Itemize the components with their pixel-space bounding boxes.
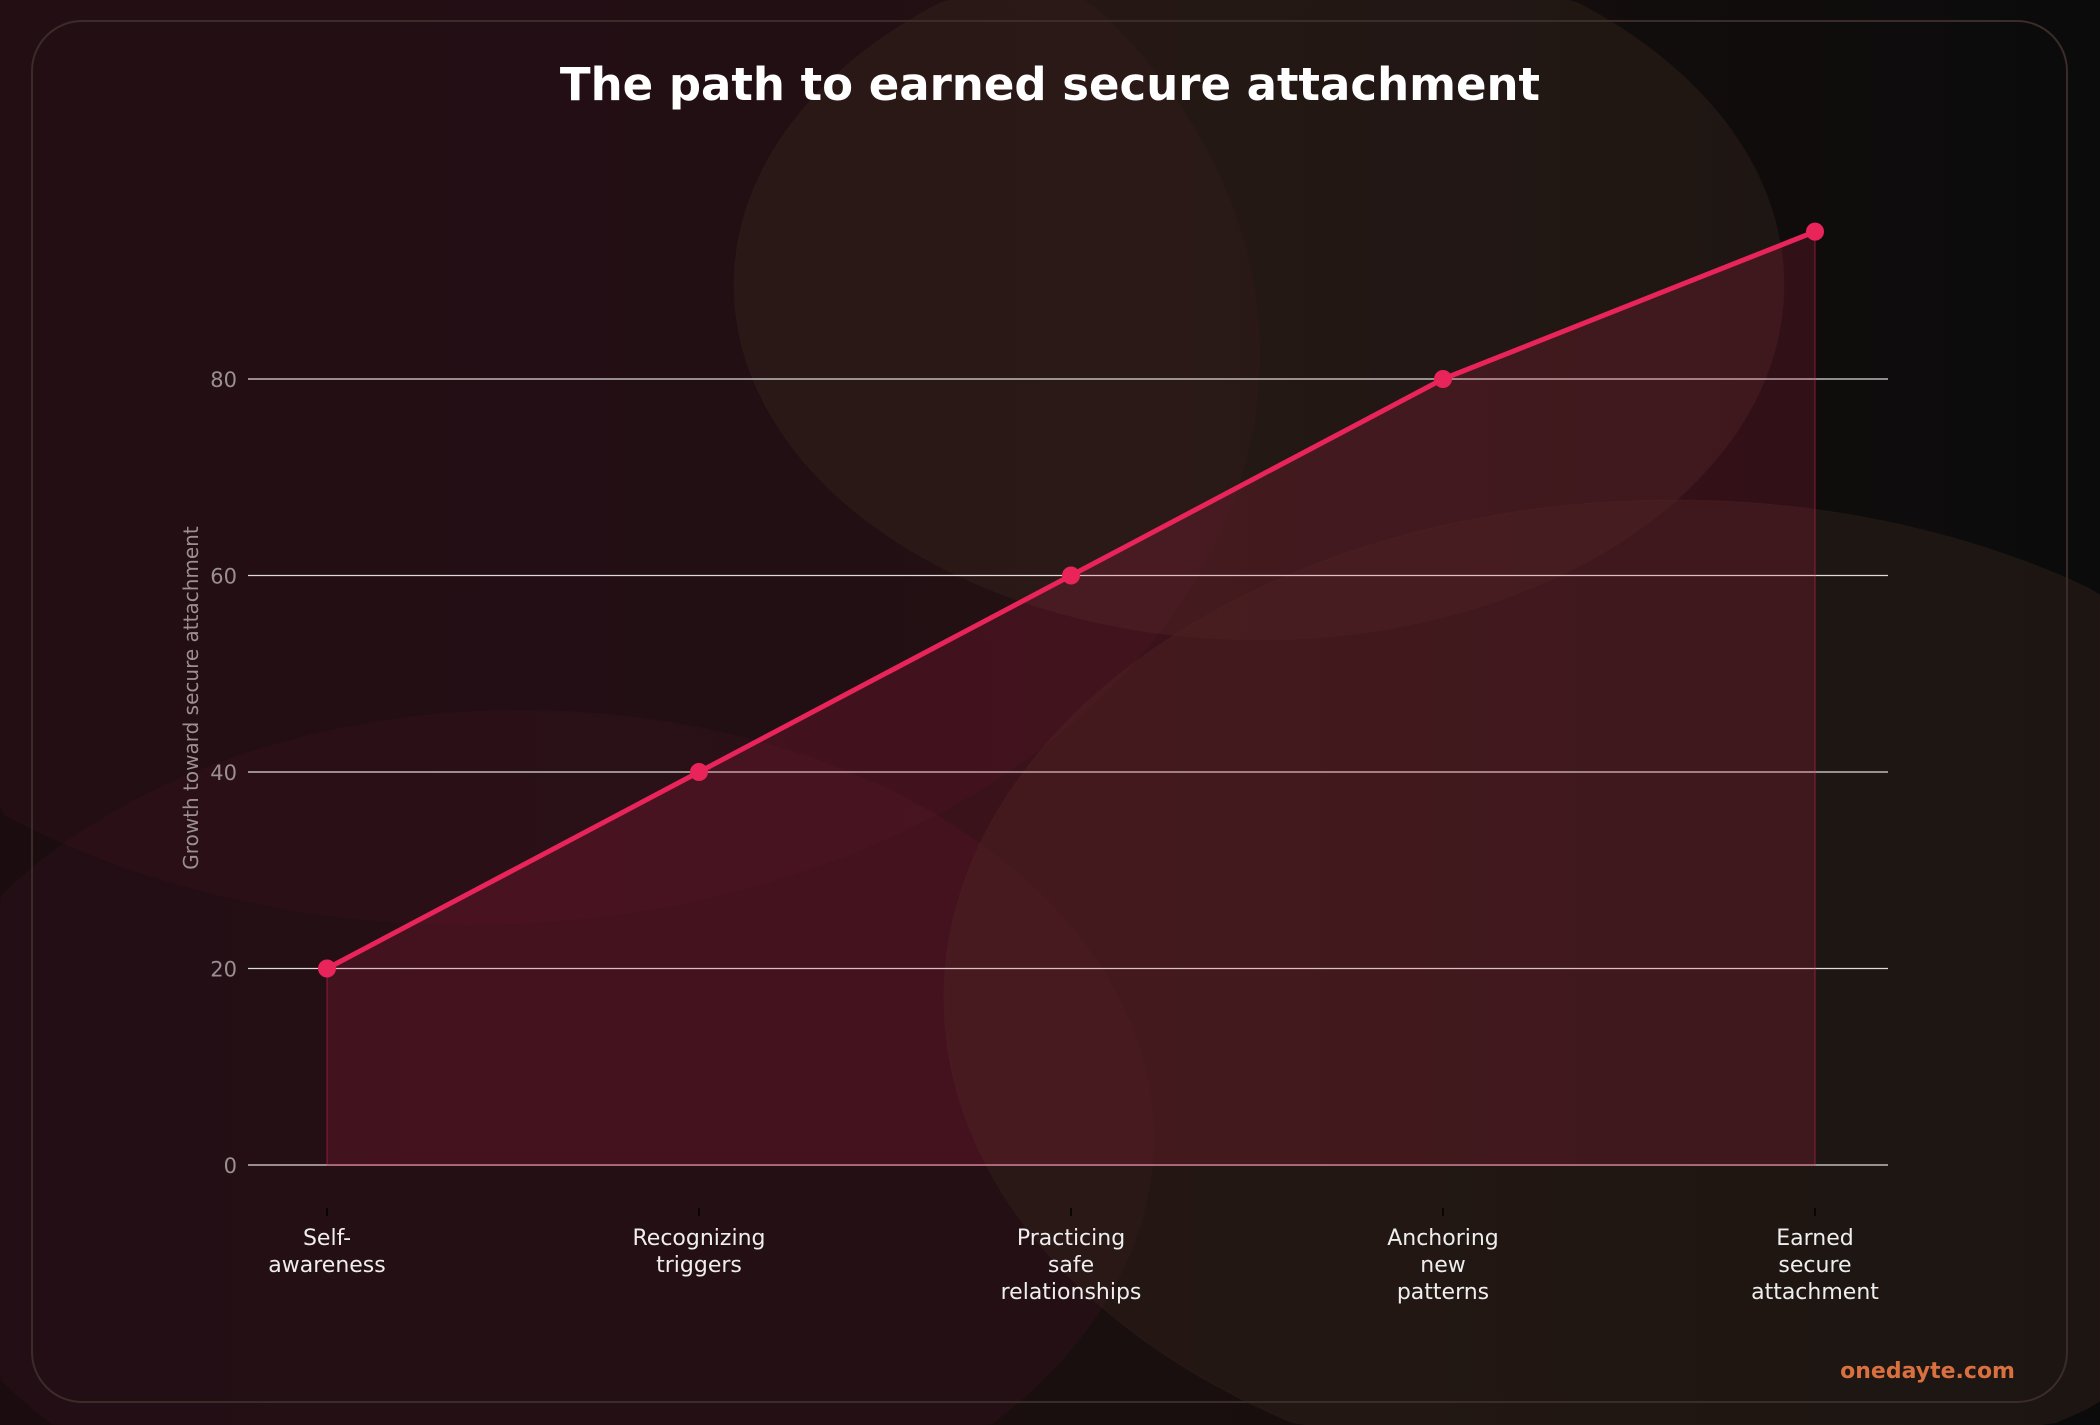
x-tick-label: Earned secure attachment <box>1751 1226 1879 1305</box>
y-tick-label: 60 <box>210 565 237 589</box>
data-point <box>1062 566 1080 585</box>
y-tick-label: 0 <box>224 1154 237 1178</box>
data-point <box>1434 370 1452 388</box>
y-tick-label: 40 <box>210 761 237 785</box>
card-frame <box>31 20 2068 1403</box>
x-tick-label: Anchoring new patterns <box>1387 1226 1499 1305</box>
decor-blob <box>943 499 2100 1425</box>
x-tick-label: Recognizing triggers <box>633 1226 766 1278</box>
y-tick-label: 80 <box>210 368 237 392</box>
y-axis-label: Growth toward secure attachment <box>179 526 203 870</box>
y-tick-label: 20 <box>210 958 237 982</box>
data-point <box>1806 222 1824 241</box>
decor-blob <box>0 0 1260 925</box>
watermark: onedayte.com <box>1840 1359 2015 1384</box>
decor-blob <box>0 710 1154 1425</box>
chart-title: The path to earned secure attachment <box>560 58 1540 111</box>
x-tick-label: Self-awareness <box>268 1226 385 1278</box>
data-point <box>690 763 708 781</box>
data-point <box>318 959 336 978</box>
x-tick-label: Practicing safe relationships <box>1001 1226 1142 1305</box>
